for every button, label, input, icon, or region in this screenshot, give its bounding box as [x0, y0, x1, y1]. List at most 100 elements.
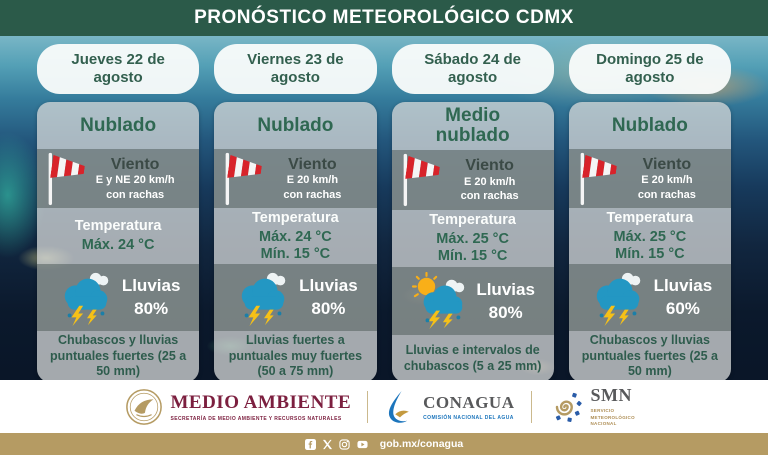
temperature-min: Mín. 15 °C — [437, 248, 508, 264]
temperature-section: Temperatura Máx. 24 °C — [37, 208, 199, 264]
temperature-max: Máx. 25 °C — [436, 231, 509, 248]
page-title: PRONÓSTICO METEOROLÓGICO CDMX — [194, 7, 574, 28]
storm-cloud-icon — [64, 272, 109, 326]
rain-label: Lluvias — [121, 276, 181, 296]
wind-speed: E 20 km/h — [286, 174, 339, 187]
wind-label: Viento — [110, 155, 160, 173]
rain-text: Lluvias 80% — [476, 280, 535, 323]
forecast-card: Nublado Viento E 20 km/h — [568, 102, 731, 382]
rain-text: Lluvias 80% — [122, 276, 181, 319]
date-pill: Domingo 25 de agosto — [568, 44, 731, 94]
wind-section: Viento E 20 km/h con rachas — [568, 149, 731, 209]
rain-section: Lluvias 80% — [37, 264, 200, 332]
header-bar: PRONÓSTICO METEOROLÓGICO CDMX — [0, 0, 768, 36]
condition-title: Nublado — [80, 114, 157, 136]
date-label: Domingo 25 de agosto — [596, 51, 704, 86]
temperature-max: Máx. 24 °C — [81, 237, 155, 254]
temperature-label: Temperatura — [606, 210, 694, 227]
wind-speed: E 20 km/h — [463, 175, 516, 188]
wind-gusts: con rachas — [637, 188, 696, 201]
rain-description: Lluvias e intervalos de chubascos (5 a 2… — [403, 342, 542, 373]
day-column-sabado: Sábado 24 de agosto Medio nublado — [391, 44, 554, 382]
temperature-min: Mín. 15 °C — [615, 245, 685, 262]
instagram-icon[interactable] — [339, 438, 350, 450]
conagua-title: CONAGUA — [423, 392, 515, 412]
wind-text: Viento E y NE 20 km/h con rachas — [37, 156, 199, 202]
rain-section: Lluvias 80% — [214, 264, 377, 332]
temperature-section: Temperatura Máx. 25 °C Mín. 15 °C — [569, 208, 731, 264]
condition-title: Medio nublado — [435, 105, 510, 146]
conagua-logo: CONAGUA COMISIÓN NACIONAL DEL AGUA — [384, 389, 514, 425]
rain-label: Lluvias — [476, 279, 535, 299]
windsock-icon — [48, 153, 86, 206]
day-column-jueves: Jueves 22 de agosto Nublado — [37, 44, 200, 382]
date-label: Jueves 22 de agosto — [71, 51, 165, 86]
eagle-emblem-icon — [126, 388, 163, 425]
sun-storm-cloud-icon — [412, 272, 465, 330]
day-column-domingo: Domingo 25 de agosto Nublado — [568, 44, 731, 382]
condition-title: Nublado — [611, 114, 688, 136]
footer-divider — [530, 390, 532, 423]
wind-gusts: con rachas — [283, 188, 342, 201]
wind-label: Viento — [465, 156, 514, 174]
wind-section: Viento E 20 km/h con rachas — [391, 150, 554, 210]
temperature-label: Temperatura — [429, 212, 516, 229]
temperature-min: Mín. 15 °C — [260, 245, 331, 262]
windsock-icon — [580, 153, 618, 206]
smn-subtitle: SERVICIO METEOROLÓGICO NACIONAL — [590, 407, 635, 427]
medio-ambiente-logo: MEDIO AMBIENTE SECRETARÍA DE MEDIO AMBIE… — [125, 388, 351, 426]
rain-description: Lluvias fuertes a puntuales muy fuertes … — [228, 333, 363, 379]
forecast-card: Nublado Viento E y NE 20 km/h — [37, 102, 200, 382]
rain-probability: 60% — [665, 299, 700, 319]
date-label: Sábado 24 de agosto — [424, 51, 521, 86]
facebook-icon[interactable] — [304, 438, 316, 450]
conagua-text: CONAGUA COMISIÓN NACIONAL DEL AGUA — [423, 393, 514, 421]
rain-label: Lluvias — [299, 276, 358, 296]
wind-section: Viento E y NE 20 km/h con rachas — [37, 149, 200, 209]
temperature-label: Temperatura — [251, 210, 339, 227]
temperature-max: Máx. 25 °C — [613, 229, 687, 246]
footer-logos-bar: MEDIO AMBIENTE SECRETARÍA DE MEDIO AMBIE… — [0, 380, 768, 433]
date-label: Viernes 23 de agosto — [247, 51, 344, 86]
temperature-label: Temperatura — [74, 218, 162, 235]
rain-text: Lluvias 60% — [654, 276, 713, 319]
footer-divider — [367, 390, 369, 423]
forecast-card: Medio nublado Viento E 20 km/ — [391, 102, 554, 382]
wind-text: Viento E 20 km/h con rachas — [214, 156, 376, 202]
storm-cloud-icon — [241, 272, 286, 326]
date-pill: Viernes 23 de agosto — [214, 44, 377, 94]
rain-text: Lluvias 80% — [299, 276, 358, 319]
rain-description: Chubascos y lluvias puntuales fuertes (2… — [581, 333, 718, 379]
medio-ambiente-subtitle: SECRETARÍA DE MEDIO AMBIENTE Y RECURSOS … — [170, 415, 342, 422]
temperature-section: Temperatura Máx. 25 °C Mín. 15 °C — [392, 210, 554, 267]
wind-text: Viento E 20 km/h con rachas — [392, 157, 554, 203]
rain-probability: 80% — [311, 299, 346, 319]
youtube-icon[interactable] — [356, 439, 369, 450]
rain-probability: 80% — [488, 302, 523, 322]
wind-text: Viento E 20 km/h con rachas — [569, 156, 731, 202]
wind-label: Viento — [288, 155, 337, 173]
smn-text: SMN SERVICIO METEOROLÓGICO NACIONAL — [591, 385, 643, 428]
rain-description: Chubascos y lluvias puntuales fuertes (2… — [50, 333, 187, 379]
conagua-subtitle: COMISIÓN NACIONAL DEL AGUA — [423, 414, 514, 421]
forecast-card: Nublado Viento E 20 km/h — [214, 102, 377, 382]
rain-label: Lluvias — [653, 276, 713, 296]
wind-section: Viento E 20 km/h con rachas — [214, 149, 377, 209]
windsock-icon — [225, 153, 264, 206]
rain-probability: 80% — [134, 299, 169, 319]
x-icon[interactable] — [322, 439, 333, 450]
water-drop-icon — [389, 390, 409, 423]
windsock-icon — [403, 153, 441, 207]
rain-section: Lluvias 80% — [391, 267, 554, 335]
wind-label: Viento — [642, 155, 692, 173]
condition-title: Nublado — [257, 114, 334, 136]
wind-speed: E 20 km/h — [641, 174, 693, 187]
wind-gusts: con rachas — [106, 188, 165, 201]
smn-title: SMN — [590, 384, 632, 405]
wind-speed: E y NE 20 km/h — [95, 174, 175, 187]
gob-mx-link[interactable]: gob.mx/conagua — [379, 438, 464, 450]
medio-ambiente-text: MEDIO AMBIENTE SECRETARÍA DE MEDIO AMBIE… — [170, 392, 351, 422]
date-pill: Sábado 24 de agosto — [391, 44, 554, 94]
day-column-viernes: Viernes 23 de agosto Nublado — [214, 44, 377, 382]
wind-gusts: con rachas — [460, 189, 519, 202]
